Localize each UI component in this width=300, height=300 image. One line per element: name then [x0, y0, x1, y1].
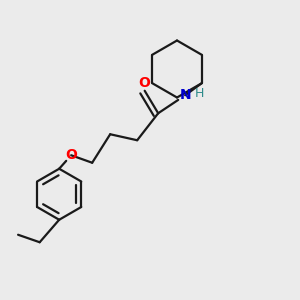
Text: O: O [139, 76, 151, 90]
Text: H: H [195, 87, 204, 100]
Text: N: N [179, 88, 191, 102]
Text: O: O [65, 148, 77, 162]
